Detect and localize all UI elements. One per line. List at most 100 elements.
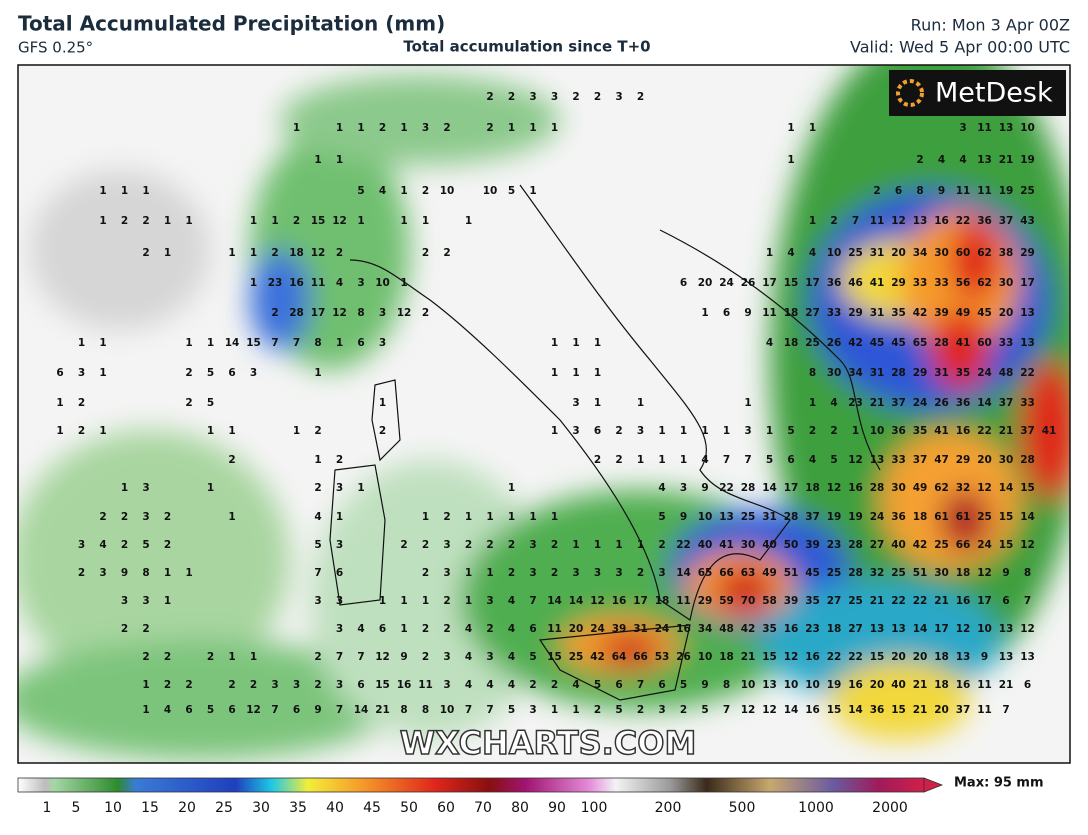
- map-value: 1: [809, 122, 816, 134]
- map-value: 18: [805, 482, 820, 494]
- map-value: 1: [637, 539, 644, 551]
- map-value: 4: [164, 704, 171, 716]
- colorbar-arrow: [923, 777, 944, 793]
- map-value: 25: [848, 595, 863, 607]
- map-value: 1: [594, 539, 601, 551]
- map-value: 1: [293, 122, 300, 134]
- map-value: 5: [207, 367, 214, 379]
- map-value: 3: [959, 122, 966, 134]
- map-value: 2: [916, 154, 923, 166]
- map-value: 3: [336, 623, 343, 635]
- map-value: 2: [529, 679, 536, 691]
- map-value: 3: [658, 704, 665, 716]
- map-value: 25: [569, 651, 584, 663]
- map-value: 5: [508, 185, 515, 197]
- map-value: 40: [891, 539, 906, 551]
- map-value: 33: [913, 277, 928, 289]
- map-value: 63: [741, 567, 756, 579]
- map-value: 19: [827, 511, 842, 523]
- map-value: 5: [658, 511, 665, 523]
- map-value: 30: [827, 367, 842, 379]
- map-value: 3: [422, 122, 429, 134]
- map-value: 66: [633, 651, 648, 663]
- map-value: 1: [787, 122, 794, 134]
- map-value: 29: [848, 307, 863, 319]
- colorbar-tick-label: 1000: [798, 800, 834, 816]
- map-value: 25: [827, 567, 842, 579]
- map-value: 3: [379, 307, 386, 319]
- map-value: 26: [934, 397, 949, 409]
- map-value: 8: [357, 307, 364, 319]
- map-value: 1: [228, 425, 235, 437]
- map-value: 6: [336, 567, 343, 579]
- map-value: 37: [956, 704, 971, 716]
- map-value: 2: [443, 623, 450, 635]
- map-value: 2: [551, 539, 558, 551]
- map-value: 2: [443, 122, 450, 134]
- map-value: 18: [827, 623, 842, 635]
- map-value: 1: [529, 511, 536, 523]
- map-value: 28: [848, 567, 863, 579]
- map-value: 1: [99, 215, 106, 227]
- map-value: 15: [375, 679, 390, 691]
- map-value: 2: [637, 704, 644, 716]
- map-value: 14: [999, 482, 1014, 494]
- map-value: 1: [529, 122, 536, 134]
- map-value: 3: [680, 482, 687, 494]
- map-value: 37: [999, 397, 1014, 409]
- map-value: 11: [418, 679, 433, 691]
- map-value: 42: [848, 337, 863, 349]
- map-value: 12: [848, 454, 863, 466]
- map-value: 14: [676, 567, 691, 579]
- map-value: 3: [78, 367, 85, 379]
- subtitle: Total accumulation since T+0: [403, 38, 650, 56]
- map-value: 3: [443, 539, 450, 551]
- map-value: 35: [805, 595, 820, 607]
- map-value: 3: [658, 567, 665, 579]
- map-value: 28: [934, 337, 949, 349]
- map-value: 11: [977, 185, 992, 197]
- map-value: 40: [762, 539, 777, 551]
- map-value: 2: [314, 679, 321, 691]
- map-value: 14: [225, 337, 240, 349]
- map-value: 19: [827, 679, 842, 691]
- map-value: 16: [956, 595, 971, 607]
- map-value: 2: [271, 247, 278, 259]
- map-value: 2: [465, 539, 472, 551]
- map-value: 1: [551, 122, 558, 134]
- map-value: 11: [547, 623, 562, 635]
- map-value: 17: [805, 277, 820, 289]
- map-value: 9: [981, 651, 988, 663]
- map-value: 3: [336, 679, 343, 691]
- map-value: 10: [977, 623, 992, 635]
- map-value: 1: [766, 247, 773, 259]
- colorbar-tick-label: 50: [400, 800, 418, 816]
- map-value: 34: [698, 623, 713, 635]
- map-value: 1: [99, 367, 106, 379]
- map-value: 62: [977, 277, 992, 289]
- map-value: 2: [78, 397, 85, 409]
- map-value: 30: [999, 454, 1014, 466]
- map-value: 13: [1020, 337, 1035, 349]
- map-value: 42: [590, 651, 605, 663]
- map-value: 2: [78, 567, 85, 579]
- map-value: 11: [977, 122, 992, 134]
- map-value: 1: [164, 595, 171, 607]
- map-value: 1: [336, 122, 343, 134]
- map-value: 12: [891, 215, 906, 227]
- map-value: 12: [977, 567, 992, 579]
- map-value: 13: [870, 454, 885, 466]
- map-value: 2: [142, 247, 149, 259]
- map-value: 13: [891, 623, 906, 635]
- logo: MetDesk: [935, 78, 1053, 109]
- map-value: 4: [701, 454, 708, 466]
- map-value: 2: [422, 307, 429, 319]
- map-value: 6: [1024, 679, 1031, 691]
- map-value: 2: [121, 215, 128, 227]
- colorbar-tick-label: 5: [72, 800, 81, 816]
- map-value: 2: [185, 367, 192, 379]
- map-value: 10: [698, 511, 713, 523]
- map-value: 33: [827, 307, 842, 319]
- map-value: 24: [913, 397, 928, 409]
- map-value: 1: [271, 215, 278, 227]
